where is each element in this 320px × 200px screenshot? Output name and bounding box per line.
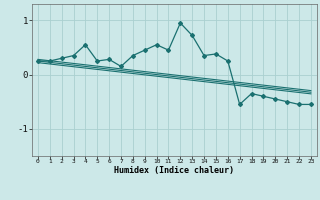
X-axis label: Humidex (Indice chaleur): Humidex (Indice chaleur) (115, 166, 234, 175)
